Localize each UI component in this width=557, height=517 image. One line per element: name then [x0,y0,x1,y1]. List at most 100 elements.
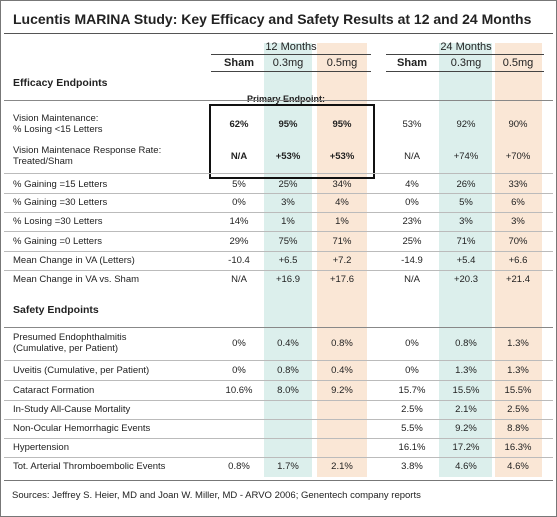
cell: 23% [402,215,422,227]
row-label: Uveitis (Cumulative, per Patient) [13,364,150,376]
cell: 15.7% [398,384,426,396]
cell: 71% [332,235,352,247]
row-label: Vision Maintenance: [13,113,99,124]
cell: 3% [281,196,295,208]
cell: +74% [453,150,479,162]
column-shade [317,43,367,477]
row-rule [386,71,544,72]
cell: 2.1% [455,403,477,415]
column-header: 0.5mg [326,57,358,69]
cell: 2.5% [401,403,423,415]
cell: +53% [275,150,301,162]
cell: 29% [229,235,249,247]
cell: N/A [230,150,248,162]
cell: 0.4% [331,364,353,376]
cell: 17.2% [452,441,480,453]
cell: +7.2 [332,254,352,266]
row-rule [4,100,553,101]
cell: +6.5 [278,254,298,266]
row-rule [4,327,553,328]
cell: +5.4 [456,254,476,266]
primary-label: Primary Endpoint: [247,94,326,104]
row-label: Treated/Sham [13,156,73,167]
row-label: Hypertension [13,441,69,453]
column-header: 0.3mg [450,57,482,69]
cell: 34% [332,178,352,190]
cell: 5% [232,178,246,190]
row-rule [4,193,553,194]
title: Lucentis MARINA Study: Key Efficacy and … [13,11,532,27]
cell: 4.6% [455,460,477,472]
cell: -14.9 [401,254,423,266]
cell: 95% [332,118,352,130]
primary-box [209,104,375,179]
row-label: Mean Change in VA vs. Sham [13,273,140,285]
column-header: 0.5mg [502,57,534,69]
column-header: 0.3mg [272,57,304,69]
cell: 0.4% [277,337,299,349]
cell: 10.6% [225,384,253,396]
row-rule [4,480,553,481]
row-rule [4,418,553,420]
cell: 71% [456,235,476,247]
cell: 14% [229,215,249,227]
cell: 16.3% [504,441,532,453]
row-rule [4,380,553,381]
cell: 1.3% [507,337,529,349]
cell: 3% [511,215,525,227]
row-rule [211,54,371,55]
row-label: (Cumulative, per Patient) [13,343,119,354]
cell: 26% [456,178,476,190]
cell: 0.8% [331,337,353,349]
cell: 8.0% [277,384,299,396]
cell: +16.9 [275,273,301,285]
group-header: 24 Months [440,41,492,53]
row-rule [4,250,553,252]
cell: 5% [459,196,473,208]
cell: 0% [405,196,419,208]
cell: 0.8% [455,337,477,349]
row-rule [4,399,553,401]
cell: +20.3 [453,273,479,285]
row-rule [211,71,371,72]
cell: 0.8% [277,364,299,376]
cell: 5.5% [401,422,423,434]
cell: 1.7% [277,460,299,472]
row-label: % Losing =30 Letters [13,215,103,227]
cell: N/A [404,273,420,285]
cell: 3.8% [401,460,423,472]
cell: 2.5% [507,403,529,415]
cell: 1% [335,215,349,227]
cell: 75% [278,235,298,247]
cell: +53% [329,150,355,162]
cell: 9.2% [455,422,477,434]
cell: 2.1% [331,460,353,472]
column-header: Sham [224,57,254,69]
row-label: In-Study All-Cause Mortality [13,403,131,415]
row-rule [4,437,553,439]
row-rule [4,269,553,271]
cell: 25% [402,235,422,247]
cell: 62% [229,118,249,130]
row-label: % Gaining =0 Letters [13,235,102,247]
cell: 3% [459,215,473,227]
cell: N/A [404,150,420,162]
row-label: Mean Change in VA (Letters) [13,254,135,266]
cell: 90% [508,118,528,130]
cell: 15.5% [452,384,480,396]
group-header: 12 Months [265,41,317,53]
row-label: Cataract Formation [13,384,95,396]
section-title: Efficacy Endpoints [13,77,108,89]
cell: +17.6 [329,273,355,285]
cell: 0% [232,337,246,349]
cell: 1% [281,215,295,227]
cell: 0.8% [228,460,250,472]
row-label: % Gaining =30 Letters [13,196,108,208]
cell: 4% [405,178,419,190]
row-rule [4,231,553,232]
rule [4,33,553,34]
cell: 92% [456,118,476,130]
cell: 8.8% [507,422,529,434]
section-title: Safety Endpoints [13,304,99,316]
cell: 16.1% [398,441,426,453]
